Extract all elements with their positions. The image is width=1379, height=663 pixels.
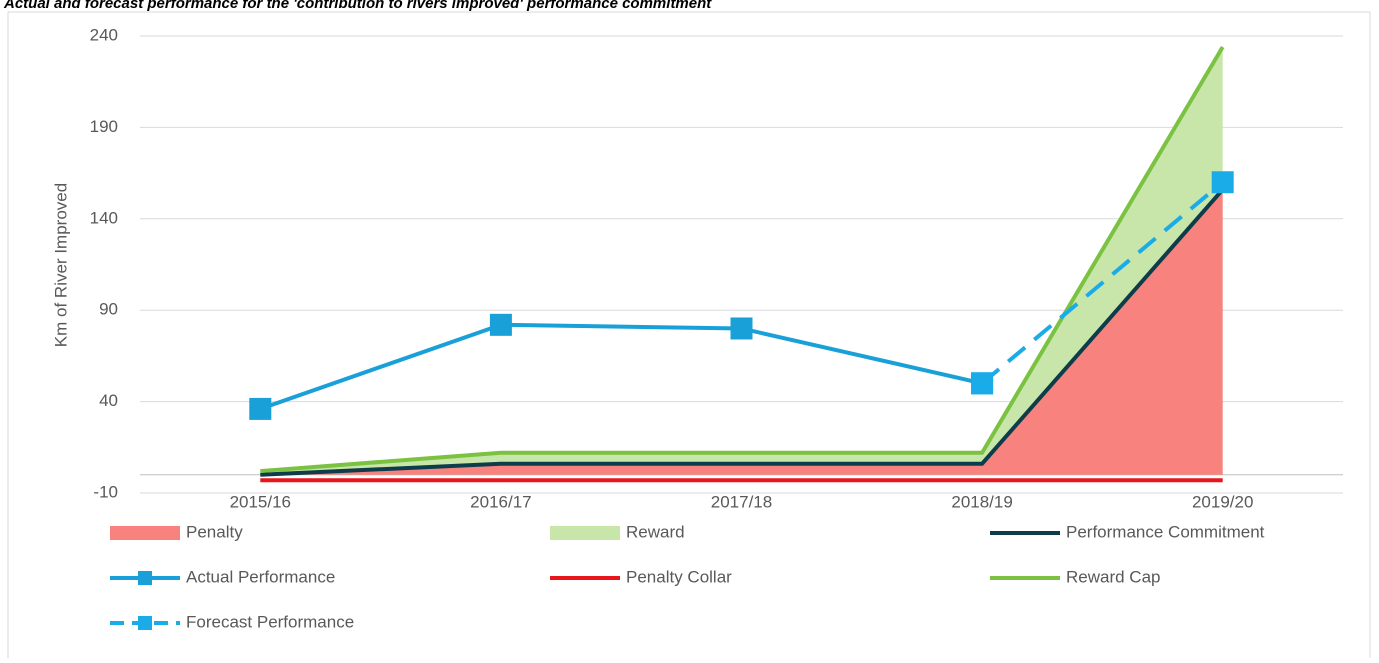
legend-label: Penalty — [186, 522, 243, 541]
line — [980, 180, 1224, 385]
legend-label: Forecast Performance — [186, 612, 354, 631]
legend-marker — [138, 571, 152, 585]
line — [260, 188, 1225, 477]
x-tick-label: 2016/17 — [470, 492, 531, 511]
legend-label: Actual Performance — [186, 567, 335, 586]
chart-title: Actual and forecast performance for the … — [3, 0, 712, 12]
legend-label: Performance Commitment — [1066, 522, 1265, 541]
y-tick-label: -10 — [93, 482, 118, 501]
legend-label: Reward — [626, 522, 685, 541]
legend-swatch — [550, 526, 620, 540]
x-tick-label: 2017/18 — [711, 492, 772, 511]
x-tick-label: 2019/20 — [1192, 492, 1253, 511]
y-tick-label: 240 — [90, 25, 118, 44]
y-axis-label: Km of River Improved — [51, 183, 70, 347]
marker — [249, 397, 272, 420]
y-tick-label: 40 — [99, 391, 118, 410]
marker — [971, 372, 994, 395]
y-tick-label: 190 — [90, 117, 118, 136]
x-tick-label: 2015/16 — [230, 492, 291, 511]
marker — [1211, 171, 1234, 194]
marker — [489, 313, 512, 336]
marker — [730, 317, 753, 340]
y-tick-label: 90 — [99, 300, 118, 319]
x-tick-label: 2018/19 — [951, 492, 1012, 511]
legend-label: Penalty Collar — [626, 567, 732, 586]
legend-swatch — [110, 526, 180, 540]
line — [259, 322, 983, 411]
y-tick-label: 140 — [90, 208, 118, 227]
legend-marker — [138, 616, 152, 630]
legend-label: Reward Cap — [1066, 567, 1161, 586]
area — [260, 189, 1223, 475]
